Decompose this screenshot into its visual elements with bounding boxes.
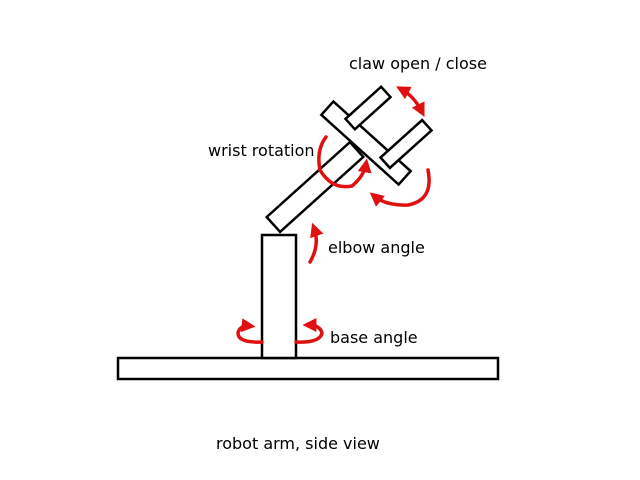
base-angle-arrow-right	[294, 318, 324, 344]
claw-rotation-arrow	[369, 168, 431, 207]
claw-finger-upper	[343, 84, 393, 132]
claw-open-close-arrow	[396, 86, 425, 118]
base-plate	[116, 356, 500, 381]
elbow-angle-arrow	[308, 222, 324, 264]
diagram-caption: robot arm, side view	[216, 434, 380, 453]
vertical-column	[260, 233, 298, 360]
claw-finger-lower	[378, 118, 434, 170]
wrist-rotation-label: wrist rotation	[208, 141, 315, 160]
elbow-angle-label: elbow angle	[328, 238, 425, 257]
forearm-link	[264, 140, 366, 234]
wrist-rotation-arrow	[317, 135, 372, 189]
base-angle-label: base angle	[330, 328, 418, 347]
base-angle-arrow-left	[236, 318, 264, 344]
claw-label: claw open / close	[349, 54, 487, 73]
